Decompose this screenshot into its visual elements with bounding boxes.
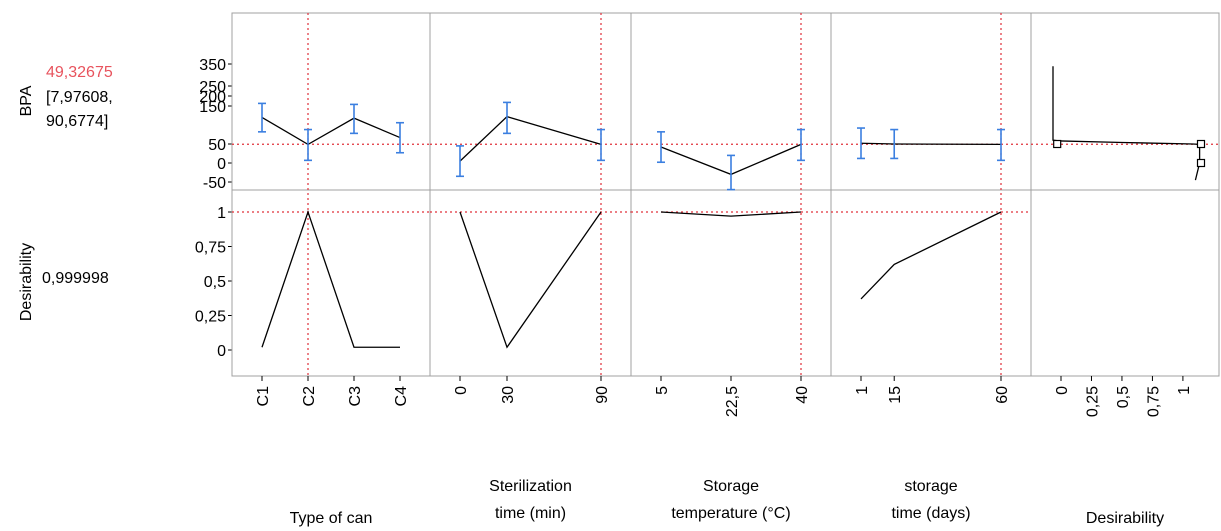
desirability-trace <box>261 209 400 348</box>
confidence-interval-low: [7,97608, <box>46 89 113 106</box>
y-tick-label-bpa: 150 <box>199 99 226 116</box>
y-tick-label-desirability: 0,25 <box>195 309 226 326</box>
x-tick-label: 15 <box>887 386 904 404</box>
desirability-handle[interactable] <box>1196 158 1206 168</box>
desirability-function-curve <box>1052 66 1201 181</box>
desirability-trace <box>459 211 602 349</box>
y-tick-label-bpa: 50 <box>208 137 226 154</box>
y-tick-label-desirability: 0,5 <box>204 274 226 291</box>
prediction-trace <box>459 115 602 162</box>
factor-label: time (days) <box>891 505 970 522</box>
factor-label: Storage <box>703 478 759 495</box>
y-label-desirability: Desirability <box>18 243 35 321</box>
factor-label: time (min) <box>495 505 566 522</box>
factor-label: Desirability <box>1086 510 1164 527</box>
factor-label: Type of can <box>290 510 373 527</box>
panel-frame-bpa <box>231 12 431 191</box>
predicted-bpa-value[interactable]: 49,32675 <box>46 64 113 81</box>
y-tick-label-desirability: 1 <box>217 205 226 222</box>
y-tick-label-bpa: 200 <box>199 89 226 106</box>
y-label-area: BPA 49,32675 [7,97608, 90,6774] Desirabi… <box>18 64 113 321</box>
x-tick-label: 0 <box>1054 386 1071 395</box>
panel-frame-bpa <box>1030 12 1220 191</box>
panel-frame-desirability <box>1030 189 1220 377</box>
panel-frame-desirability <box>231 189 431 377</box>
x-tick-label: 40 <box>794 386 811 404</box>
x-tick-label: C1 <box>255 386 272 407</box>
x-tick-label: C3 <box>347 386 364 407</box>
desirability-handle[interactable] <box>1196 139 1206 149</box>
y-label-bpa: BPA <box>18 85 35 116</box>
x-tick-label: 22,5 <box>724 386 741 417</box>
x-tick-label: C4 <box>393 386 410 407</box>
x-tick-label: C2 <box>301 386 318 407</box>
desirability-trace <box>660 211 802 217</box>
x-tick-label: 60 <box>994 386 1011 404</box>
factor-label: temperature (°C) <box>671 505 790 522</box>
x-tick-label: 0,5 <box>1115 386 1132 408</box>
y-tick-label-bpa: -50 <box>203 175 226 192</box>
confidence-interval-high: 90,6774] <box>46 113 108 130</box>
desirability-trace <box>860 211 1002 300</box>
y-tick-label-desirability: 0 <box>217 343 226 360</box>
y-tick-label-bpa: 250 <box>199 79 226 96</box>
x-tick-label: 1 <box>854 386 871 395</box>
factor-label: Sterilization <box>489 478 572 495</box>
x-tick-label: 90 <box>594 386 611 404</box>
x-tick-label: 0,25 <box>1084 386 1101 417</box>
x-tick-label: 0,75 <box>1145 386 1162 417</box>
y-tick-label-bpa: 0 <box>217 156 226 173</box>
desirability-value: 0,999998 <box>42 270 109 287</box>
x-tick-label: 30 <box>500 386 517 404</box>
x-tick-label: 0 <box>453 386 470 395</box>
desirability-handle[interactable] <box>1053 139 1062 149</box>
factor-label: storage <box>904 478 957 495</box>
y-tick-label-desirability: 0,75 <box>195 240 226 257</box>
prediction-trace <box>261 116 401 146</box>
x-tick-label: 1 <box>1176 386 1193 395</box>
y-tick-label-bpa: 350 <box>199 57 226 74</box>
x-tick-label: 5 <box>654 386 671 395</box>
prediction-trace <box>860 142 1002 146</box>
